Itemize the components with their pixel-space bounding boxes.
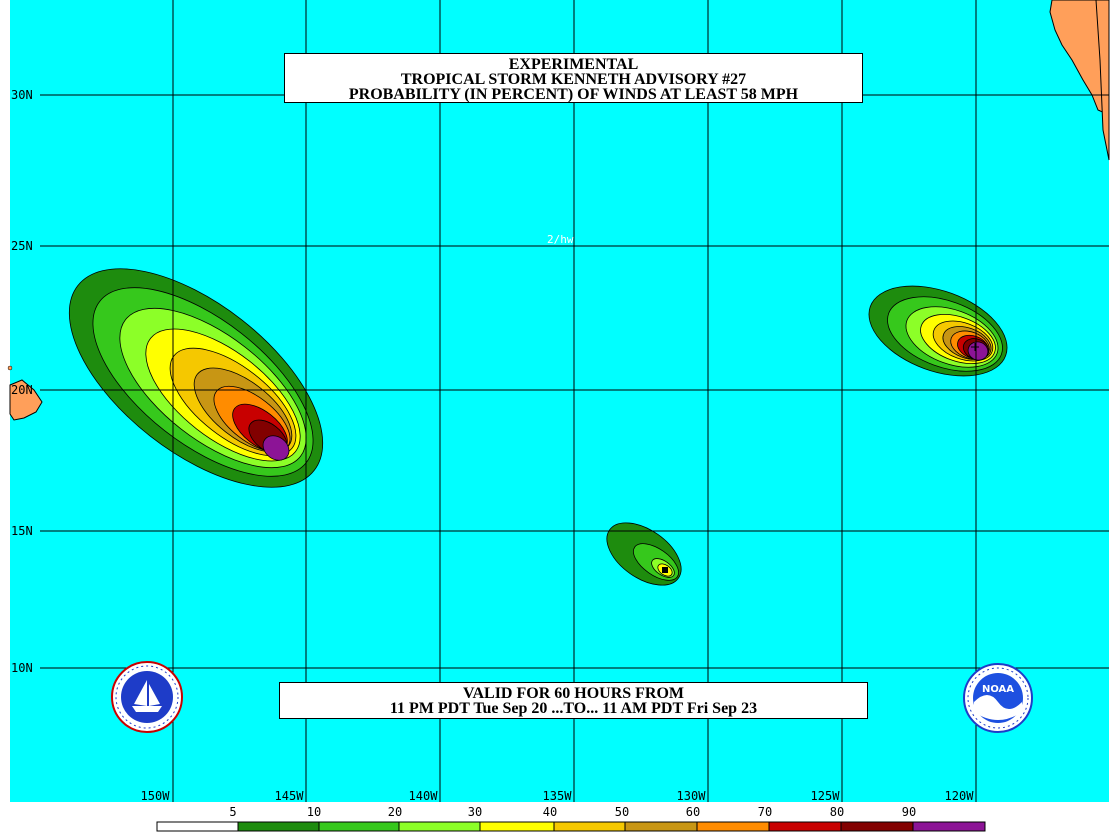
- legend-label-5: 5: [229, 805, 237, 819]
- title-line-experimental: EXPERIMENTAL: [508, 56, 639, 73]
- legend-label-30: 30: [467, 805, 483, 819]
- legend-bar: [156, 821, 986, 832]
- legend-swatch-1: [237, 821, 320, 832]
- land-hawaii: [9, 379, 43, 421]
- lon-label-150w: 150W: [140, 789, 170, 803]
- lat-label-30n: 30N: [11, 88, 33, 102]
- map-tag: 2/hw: [547, 233, 574, 246]
- legend-label-50: 50: [614, 805, 630, 819]
- legend-swatch-7: [696, 821, 770, 832]
- lat-label-15n: 15N: [11, 524, 33, 538]
- legend-swatch-6: [624, 821, 698, 832]
- legend-label-10: 10: [306, 805, 322, 819]
- storm-center-marker: [971, 343, 979, 351]
- legend-label-80: 80: [829, 805, 845, 819]
- lon-label-140w: 140W: [408, 789, 438, 803]
- nws-logo: [111, 661, 183, 733]
- lon-label-125w: 125W: [810, 789, 840, 803]
- title-box: EXPERIMENTAL TROPICAL STORM KENNETH ADVI…: [284, 53, 863, 103]
- legend-swatch-10: [912, 821, 986, 832]
- lon-label-130w: 130W: [676, 789, 706, 803]
- legend-swatch-3: [398, 821, 481, 832]
- legend-swatch-9: [840, 821, 914, 832]
- grid-lines: [40, 0, 1109, 802]
- probability-contours: [68, 268, 1008, 586]
- legend-swatch-2: [318, 821, 400, 832]
- valid-line-header: VALID FOR 60 HOURS FROM: [462, 685, 685, 702]
- legend-swatch-0: [156, 821, 239, 832]
- west-swath-contour-10: [262, 435, 290, 461]
- valid-line-range: 11 PM PDT Tue Sep 20 ...TO... 11 AM PDT …: [389, 700, 758, 717]
- lat-label-25n: 25N: [11, 239, 33, 253]
- legend-background: [0, 802, 1119, 839]
- east-cluster-contour-10: [967, 341, 989, 361]
- title-line-probability: PROBABILITY (IN PERCENT) OF WINDS AT LEA…: [348, 86, 799, 103]
- legend-swatch-5: [553, 821, 626, 832]
- legend-swatch-8: [768, 821, 842, 832]
- legend-label-60: 60: [685, 805, 701, 819]
- legend-label-20: 20: [387, 805, 403, 819]
- noaa-logo: NOAA: [963, 663, 1033, 733]
- lon-label-120w: 120W: [944, 789, 974, 803]
- lon-label-145w: 145W: [274, 789, 304, 803]
- legend-swatch-4: [479, 821, 555, 832]
- land-mainland: [1095, 0, 1110, 161]
- lat-label-20n: 20N: [11, 383, 33, 397]
- legend-label-70: 70: [757, 805, 773, 819]
- title-line-storm: TROPICAL STORM KENNETH ADVISORY #27: [400, 71, 747, 88]
- noaa-logo-text: NOAA: [982, 684, 1014, 695]
- valid-time-box: VALID FOR 60 HOURS FROM 11 PM PDT Tue Se…: [279, 682, 868, 719]
- south-blob-core: [662, 567, 668, 573]
- lat-label-10n: 10N: [11, 661, 33, 675]
- legend-label-40: 40: [542, 805, 558, 819]
- land-maui: [7, 365, 13, 371]
- legend-label-90: 90: [901, 805, 917, 819]
- lon-label-135w: 135W: [542, 789, 572, 803]
